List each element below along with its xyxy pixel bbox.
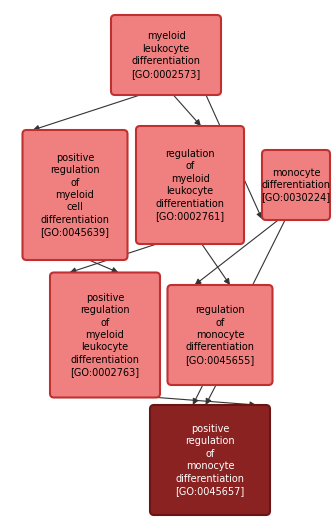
FancyBboxPatch shape — [168, 285, 273, 385]
FancyBboxPatch shape — [150, 405, 270, 515]
Text: positive
regulation
of
monocyte
differentiation
[GO:0045657]: positive regulation of monocyte differen… — [175, 424, 245, 496]
Text: positive
regulation
of
myeloid
leukocyte
differentiation
[GO:0002763]: positive regulation of myeloid leukocyte… — [70, 293, 139, 377]
FancyBboxPatch shape — [50, 272, 160, 398]
FancyBboxPatch shape — [111, 15, 221, 95]
Text: regulation
of
monocyte
differentiation
[GO:0045655]: regulation of monocyte differentiation [… — [185, 305, 255, 365]
FancyBboxPatch shape — [136, 126, 244, 244]
Text: regulation
of
myeloid
leukocyte
differentiation
[GO:0002761]: regulation of myeloid leukocyte differen… — [155, 149, 224, 221]
FancyBboxPatch shape — [23, 130, 127, 260]
Text: positive
regulation
of
myeloid
cell
differentiation
[GO:0045639]: positive regulation of myeloid cell diff… — [41, 153, 110, 237]
Text: monocyte
differentiation
[GO:0030224]: monocyte differentiation [GO:0030224] — [261, 168, 331, 202]
Text: myeloid
leukocyte
differentiation
[GO:0002573]: myeloid leukocyte differentiation [GO:00… — [131, 31, 201, 79]
FancyBboxPatch shape — [262, 150, 330, 220]
